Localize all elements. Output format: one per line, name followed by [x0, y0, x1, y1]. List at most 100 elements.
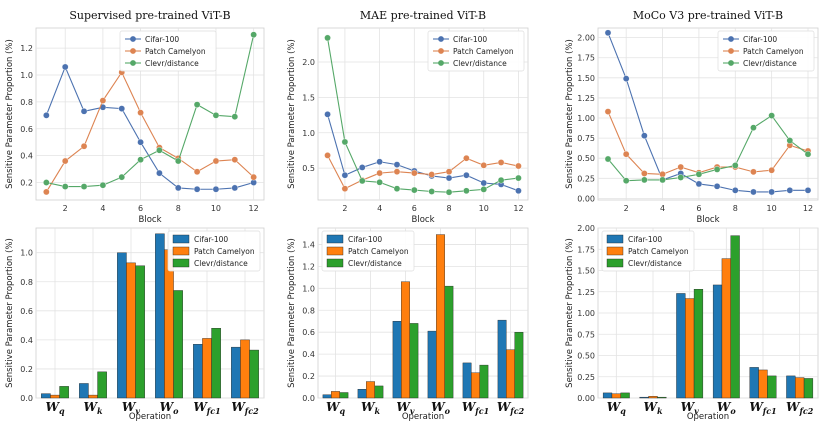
legend: Cifar-100 Patch Camelyon Clevr/distance: [119, 30, 217, 72]
data-point: [604, 155, 612, 163]
bar: [749, 367, 759, 399]
y-tick-label: 1.0: [20, 249, 33, 258]
y-axis-label: Sensitive Parameter Proportion (%): [287, 238, 297, 388]
bar: [657, 396, 667, 399]
data-point: [497, 159, 505, 166]
bar: [59, 386, 69, 399]
x-axis-label: Block: [697, 215, 720, 225]
data-point: [324, 111, 331, 118]
x-tick-label: Wfc2: [786, 400, 814, 416]
legend: Cifar-100 Patch Camelyon Clevr/distance: [427, 30, 525, 72]
data-point: [61, 157, 69, 165]
bar: [193, 344, 203, 399]
legend-label: Patch Camelyon: [453, 47, 514, 56]
x-tick-label: Wfc2: [497, 400, 525, 416]
data-point: [250, 31, 257, 39]
data-point: [750, 124, 757, 131]
chart-panel-0: 0.2 0.4 0.6 0.8 1.0 1.2 Sensitive Parameter Pr…: [5, 9, 265, 225]
legend-label: Cifar-100: [194, 235, 228, 244]
legend-swatch: [326, 258, 344, 268]
y-tick-label: 0.5: [302, 164, 315, 173]
y-tick-label: 0.00: [577, 394, 595, 403]
bar: [721, 258, 731, 399]
x-axis-label: Block: [139, 215, 162, 225]
bar: [712, 284, 723, 399]
data-point: [515, 174, 522, 182]
data-point: [80, 108, 88, 115]
y-tick-label: 1.5: [302, 93, 315, 102]
bar: [79, 383, 89, 399]
series-line-1: [607, 111, 809, 175]
y-tick-label: 0.2: [302, 372, 315, 381]
bar: [164, 249, 174, 399]
bar: [611, 393, 621, 399]
data-point: [137, 156, 144, 163]
legend-marker: [130, 60, 136, 66]
bar: [231, 346, 241, 399]
legend-swatch: [326, 246, 344, 256]
data-point: [324, 152, 331, 159]
x-tick-label: 10: [479, 204, 489, 213]
data-point: [768, 188, 775, 196]
data-point: [193, 168, 201, 176]
legend: Cifar-100 Patch Camelyon Clevr/distance: [601, 230, 695, 272]
data-point: [695, 170, 703, 178]
bar: [401, 281, 410, 399]
data-point: [174, 184, 182, 192]
legend-label: Cifar-100: [145, 35, 179, 44]
y-tick-label: 0.8: [302, 306, 315, 315]
legend-label: Cifar-100: [453, 35, 487, 44]
data-point: [231, 156, 239, 163]
data-point: [43, 179, 50, 186]
y-tick-label: 0.25: [577, 373, 595, 382]
data-point: [118, 105, 126, 112]
bar: [409, 323, 419, 399]
data-point: [193, 101, 201, 108]
bar: [514, 331, 524, 399]
y-tick-label: 1.00: [577, 309, 595, 318]
bar: [506, 349, 515, 399]
x-tick-label: Wo: [160, 400, 179, 416]
data-point: [156, 169, 163, 177]
data-point: [43, 188, 50, 196]
legend-swatch: [606, 234, 624, 244]
y-tick-label: 0.8: [20, 278, 33, 287]
data-point: [804, 187, 812, 194]
data-point: [411, 186, 418, 194]
data-point: [622, 75, 630, 82]
bar: [767, 375, 777, 399]
x-tick-label: 12: [803, 204, 813, 213]
legend-label: Patch Camelyon: [145, 47, 206, 56]
bar: [50, 394, 60, 399]
data-point: [212, 112, 220, 119]
chart-title: MAE pre-trained ViT-B: [360, 9, 486, 22]
chart-title: Supervised pre-trained ViT-B: [69, 9, 230, 22]
data-point: [212, 185, 220, 193]
bar: [240, 339, 250, 399]
data-point: [641, 132, 648, 140]
chart-panel-1: 0.5 1.0 1.5 2.0 Sensitive Parameter Proporti…: [287, 9, 529, 225]
legend-marker: [438, 48, 444, 54]
bar: [126, 262, 136, 399]
data-point: [445, 168, 453, 175]
legend-label: Clevr/distance: [743, 59, 797, 68]
data-point: [604, 29, 612, 37]
y-tick-label: 0.50: [577, 154, 595, 163]
legend: Cifar-100 Patch Camelyon Clevr/distance: [321, 230, 415, 272]
bar: [339, 392, 349, 399]
data-point: [428, 171, 435, 178]
x-tick-label: Wv: [681, 400, 699, 416]
data-point: [156, 146, 163, 154]
bar: [795, 377, 805, 399]
data-point: [641, 170, 648, 177]
x-tick-label: 10: [211, 204, 221, 213]
data-point: [376, 169, 383, 177]
x-axis-label: Operation: [687, 412, 729, 422]
bar: [88, 394, 98, 399]
bar: [392, 321, 402, 399]
bar: [639, 396, 649, 399]
legend-label: Cifar-100: [628, 235, 662, 244]
y-tick-label: 2.00: [577, 224, 595, 233]
x-tick-label: 10: [767, 204, 777, 213]
y-tick-label: 0.6: [20, 307, 33, 316]
